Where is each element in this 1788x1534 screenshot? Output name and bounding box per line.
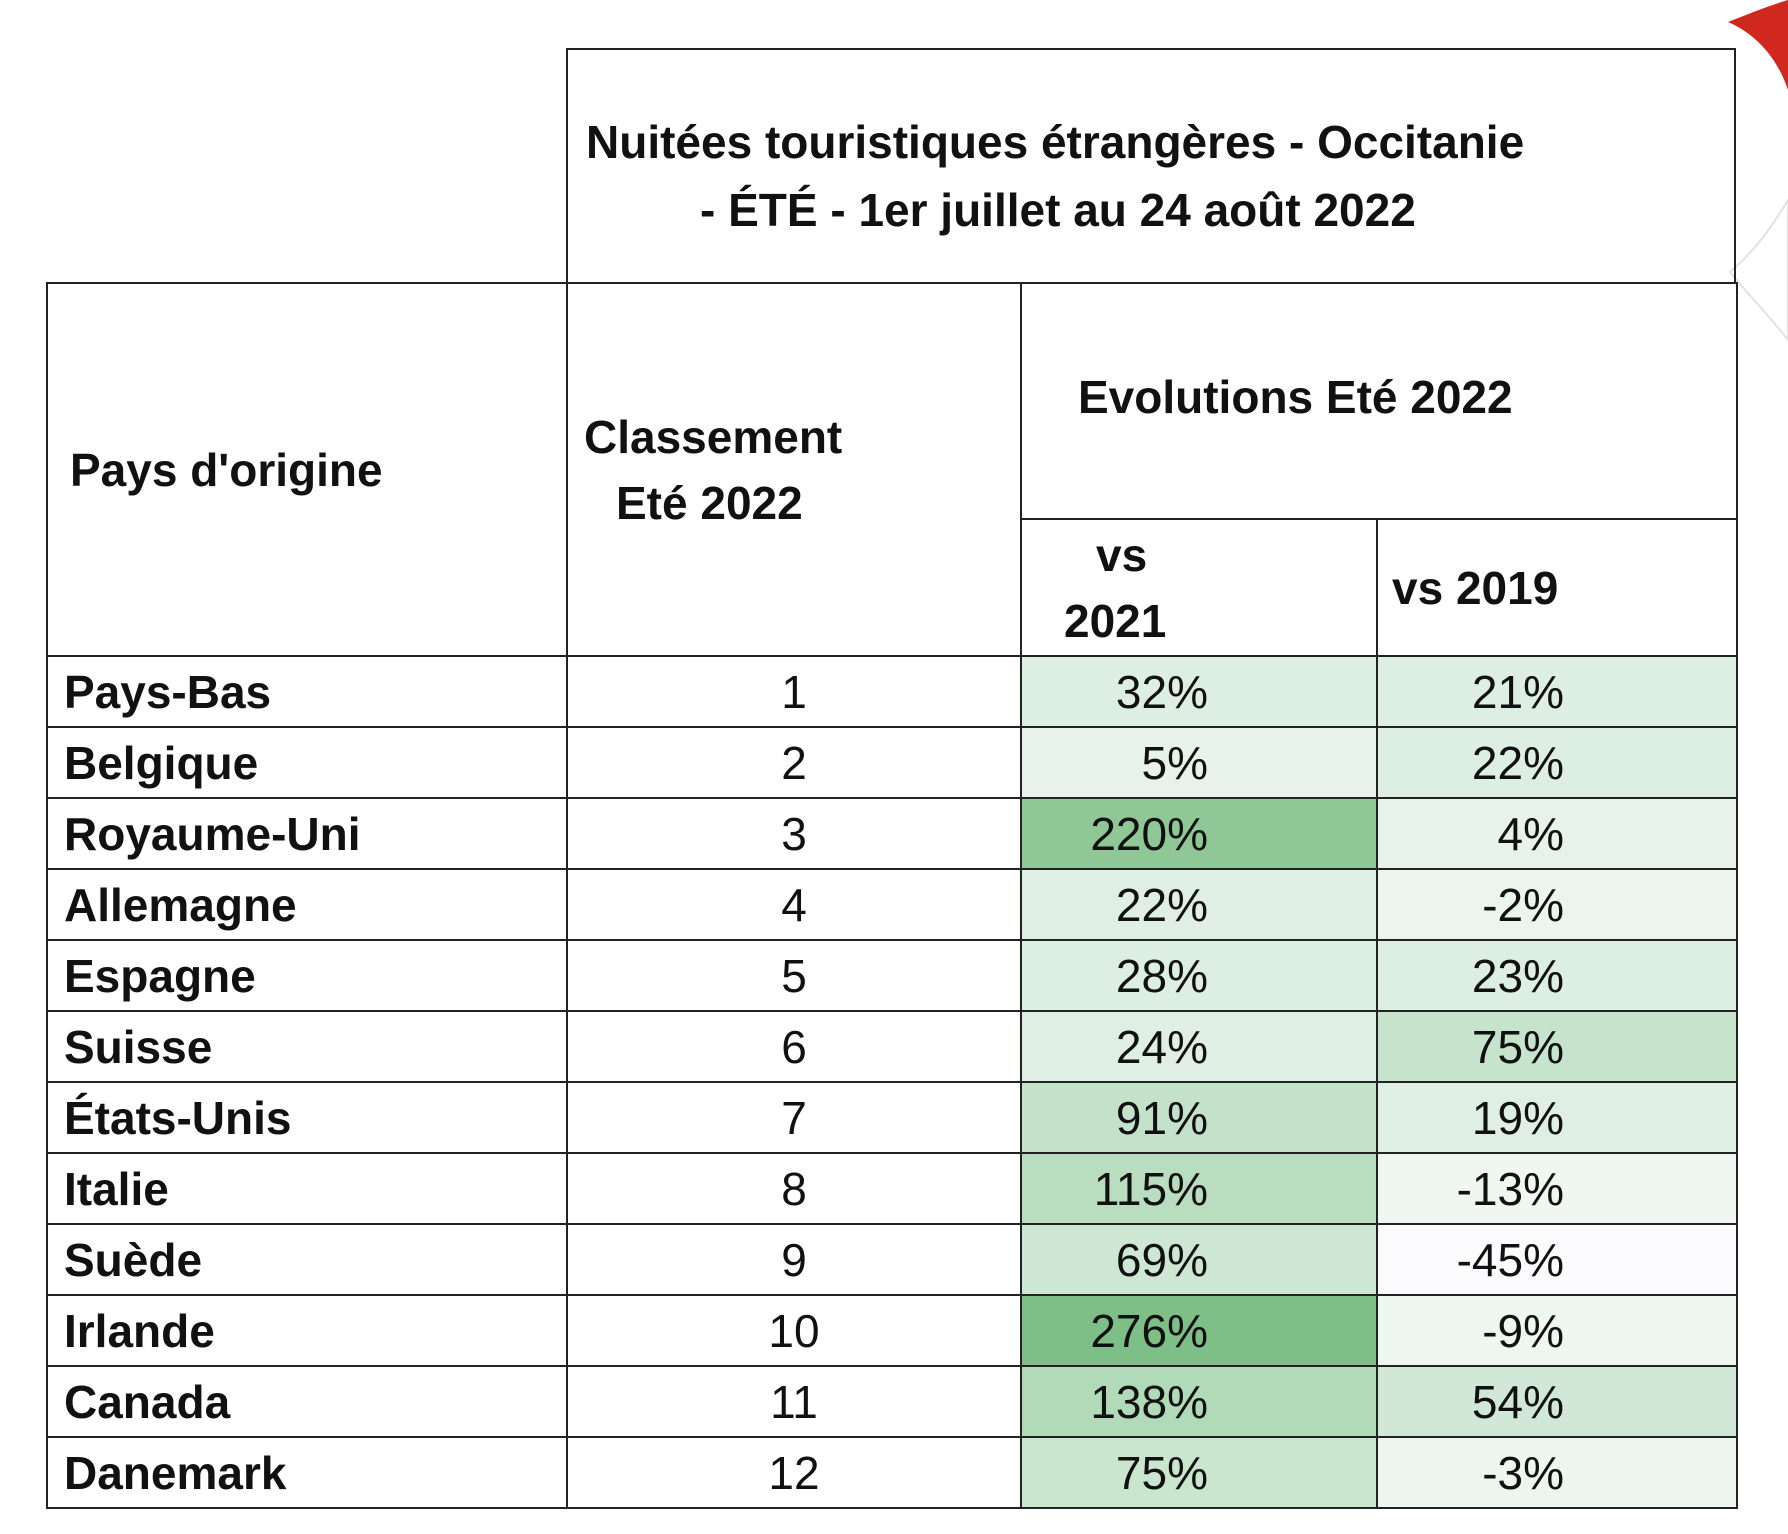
vs-2021-cell: 32% <box>1020 655 1378 728</box>
table-row: Suisse 6 24% 75% <box>46 1010 1738 1083</box>
rank-cell: 6 <box>566 1010 1022 1083</box>
country-cell: Danemark <box>46 1436 568 1509</box>
country-cell: Pays-Bas <box>46 655 568 728</box>
tourism-table: Pays d'origine Classement Eté 2022 Evolu… <box>46 282 1738 1509</box>
rank-cell: 8 <box>566 1152 1022 1225</box>
vs-2019-cell: 22% <box>1376 726 1738 799</box>
country-cell: Espagne <box>46 939 568 1012</box>
vs-2021-cell: 75% <box>1020 1436 1378 1509</box>
rank-cell: 7 <box>566 1081 1022 1154</box>
header-row-1: Pays d'origine Classement Eté 2022 Evolu… <box>46 282 1738 657</box>
header-vs-2021: vs 2021 <box>1020 518 1378 657</box>
vs-2021-cell: 276% <box>1020 1294 1378 1367</box>
vs-2021-cell: 115% <box>1020 1152 1378 1225</box>
vs-2021-cell: 24% <box>1020 1010 1378 1083</box>
vs-2019-cell: -9% <box>1376 1294 1738 1367</box>
vs-2021-cell: 91% <box>1020 1081 1378 1154</box>
header-vs-2021-line-2: 2021 <box>1064 594 1167 647</box>
table-row: Belgique 2 5% 22% <box>46 726 1738 799</box>
title-line-1: Nuitées touristiques étrangères - Occita… <box>586 116 1525 168</box>
table-row: Italie 8 115% -13% <box>46 1152 1738 1225</box>
vs-2019-cell: -45% <box>1376 1223 1738 1296</box>
country-cell: États-Unis <box>46 1081 568 1154</box>
rank-cell: 2 <box>566 726 1022 799</box>
country-cell: Irlande <box>46 1294 568 1367</box>
table-row: États-Unis 7 91% 19% <box>46 1081 1738 1154</box>
red-corner-decoration <box>1728 0 1788 342</box>
header-rank: Classement Eté 2022 <box>566 282 1022 657</box>
vs-2019-cell: 75% <box>1376 1010 1738 1083</box>
vs-2021-cell: 5% <box>1020 726 1378 799</box>
country-cell: Suède <box>46 1223 568 1296</box>
table-title: Nuitées touristiques étrangères - Occita… <box>586 108 1586 244</box>
table-row: Royaume-Uni 3 220% 4% <box>46 797 1738 870</box>
vs-2021-cell: 69% <box>1020 1223 1378 1296</box>
header-rank-line-1: Classement <box>584 410 843 463</box>
country-cell: Belgique <box>46 726 568 799</box>
vs-2019-cell: -2% <box>1376 868 1738 941</box>
vs-2019-cell: 54% <box>1376 1365 1738 1438</box>
rank-cell: 4 <box>566 868 1022 941</box>
vs-2019-cell: -13% <box>1376 1152 1738 1225</box>
table-row: Suède 9 69% -45% <box>46 1223 1738 1296</box>
vs-2019-cell: 4% <box>1376 797 1738 870</box>
vs-2019-cell: 21% <box>1376 655 1738 728</box>
header-rank-line-2: Eté 2022 <box>616 476 803 529</box>
vs-2021-cell: 22% <box>1020 868 1378 941</box>
header-evolutions: Evolutions Eté 2022 <box>1020 282 1738 520</box>
rank-cell: 11 <box>566 1365 1022 1438</box>
header-row-2: vs 2021 vs 2019 <box>47 518 1738 657</box>
country-cell: Suisse <box>46 1010 568 1083</box>
rank-cell: 5 <box>566 939 1022 1012</box>
country-cell: Canada <box>46 1365 568 1438</box>
header-country: Pays d'origine <box>46 282 568 657</box>
rank-cell: 1 <box>566 655 1022 728</box>
table-body: Pays-Bas 1 32% 21% Belgique 2 5% 22% Royaume-Uni… <box>46 655 1738 1509</box>
table-row: Danemark 12 75% -3% <box>46 1436 1738 1509</box>
rank-cell: 9 <box>566 1223 1022 1296</box>
header-vs-2021-line-1: vs <box>1096 528 1148 581</box>
country-cell: Italie <box>46 1152 568 1225</box>
vs-2019-cell: -3% <box>1376 1436 1738 1509</box>
vs-2019-cell: 23% <box>1376 939 1738 1012</box>
rank-cell: 3 <box>566 797 1022 870</box>
table-row: Irlande 10 276% -9% <box>46 1294 1738 1367</box>
table-row: Canada 11 138% 54% <box>46 1365 1738 1438</box>
vs-2019-cell: 19% <box>1376 1081 1738 1154</box>
rank-cell: 12 <box>566 1436 1022 1509</box>
country-cell: Royaume-Uni <box>46 797 568 870</box>
header-vs-2019: vs 2019 <box>1376 518 1738 657</box>
rank-cell: 10 <box>566 1294 1022 1367</box>
table-row: Pays-Bas 1 32% 21% <box>46 655 1738 728</box>
country-cell: Allemagne <box>46 868 568 941</box>
table-row: Espagne 5 28% 23% <box>46 939 1738 1012</box>
title-line-2: - ÉTÉ - 1er juillet au 24 août 2022 <box>700 184 1416 236</box>
vs-2021-cell: 28% <box>1020 939 1378 1012</box>
table-row: Allemagne 4 22% -2% <box>46 868 1738 941</box>
title-box: Nuitées touristiques étrangères - Occita… <box>566 48 1736 284</box>
vs-2021-cell: 138% <box>1020 1365 1378 1438</box>
vs-2021-cell: 220% <box>1020 797 1378 870</box>
